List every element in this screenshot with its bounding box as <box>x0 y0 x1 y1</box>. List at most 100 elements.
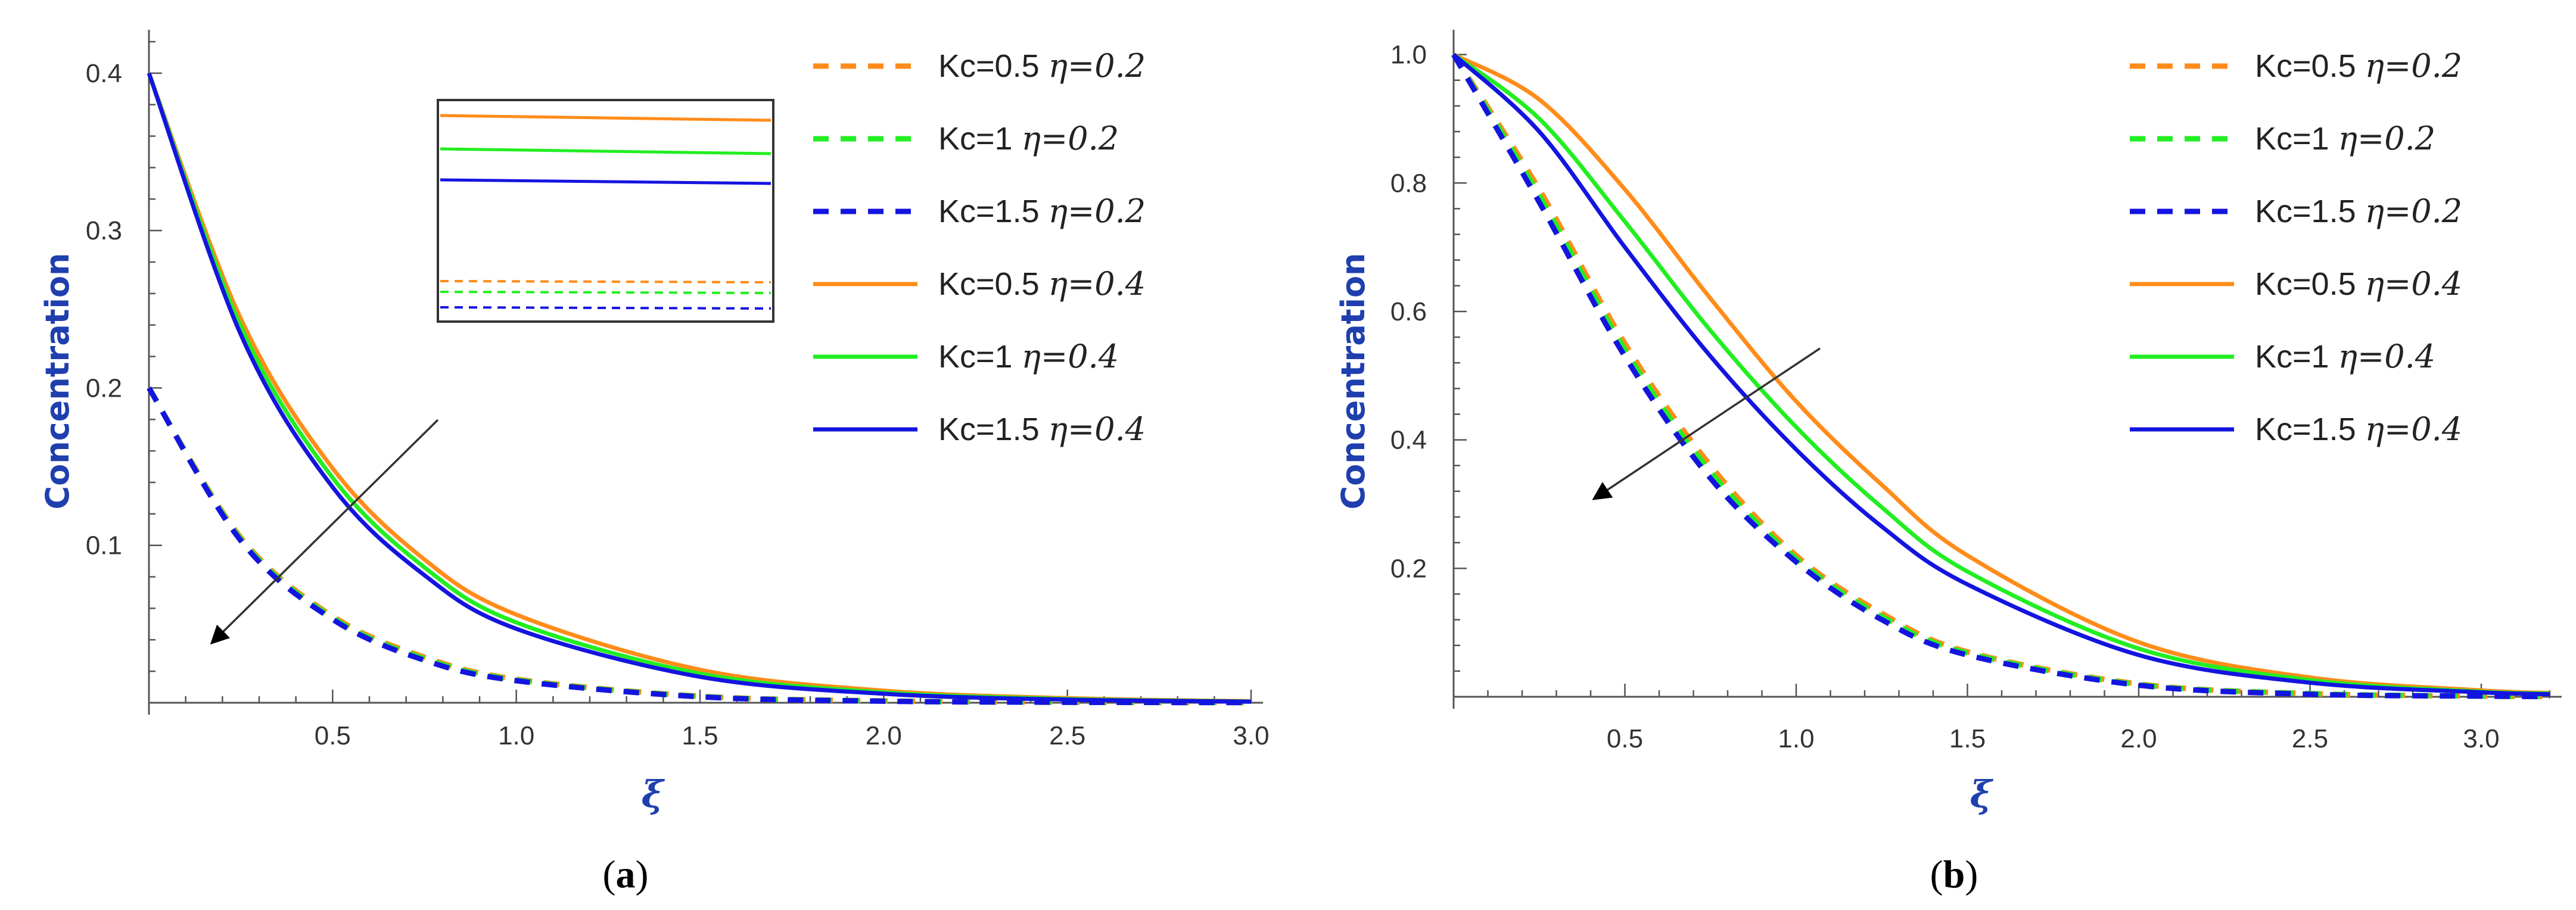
legend-eta: η=0.2 <box>2338 120 2435 157</box>
inset-line <box>440 147 771 155</box>
x-tick-label: 1.5 <box>682 721 718 750</box>
trend-arrow <box>1592 347 1821 500</box>
panel-label-close: ) <box>636 853 649 896</box>
legend-space <box>2356 194 2365 229</box>
legend-label: Kc=0.5 η=0.4 <box>2255 265 2462 303</box>
y-tick-label: 0.8 <box>1390 169 1427 198</box>
x-tick-label: 0.5 <box>315 721 351 750</box>
x-tick-label: 1.5 <box>1949 724 1986 753</box>
y-tick-label: 0.6 <box>1390 297 1427 326</box>
y-tick-label: 0.3 <box>86 216 122 245</box>
legend-space <box>1040 194 1049 229</box>
legend-label: Kc=1 η=0.4 <box>938 338 1119 375</box>
x-tick-label: 3.0 <box>1233 721 1269 750</box>
series-line-kc-1-5-0-4 <box>1452 52 2550 697</box>
legend-kc: Kc=1 <box>2255 339 2329 375</box>
x-tick-label: 3.0 <box>2463 724 2499 753</box>
legend-eta: η=0.2 <box>1049 47 1146 85</box>
legend-eta: η=0.2 <box>2365 47 2462 85</box>
x-axis-label: ξ <box>642 772 665 816</box>
legend-space <box>2356 266 2365 302</box>
legend-eta: η=0.4 <box>1049 410 1146 448</box>
legend-kc: Kc=1 <box>2255 121 2329 157</box>
legend-space <box>1013 121 1022 157</box>
y-tick-label: 0.2 <box>86 373 122 403</box>
legend-label: Kc=1.5 η=0.2 <box>938 192 1146 230</box>
series-line-kc-1-5-0-2 <box>1451 53 2550 699</box>
inset-line <box>440 291 771 294</box>
legend-eta: η=0.4 <box>2338 338 2435 375</box>
legend-kc: Kc=0.5 <box>2255 266 2356 302</box>
legend-space <box>2356 412 2365 447</box>
x-axis-label: ξ <box>1970 772 1994 816</box>
legend-kc: Kc=1 <box>938 121 1013 157</box>
series-line-kc-0-5-0-2 <box>1451 53 2550 699</box>
legend-eta: η=0.4 <box>2365 410 2462 448</box>
y-axis-label: Concentration <box>39 253 76 510</box>
legend-kc: Kc=0.5 <box>2255 48 2356 84</box>
trend-arrow <box>210 419 439 645</box>
panel-label-letter: a <box>616 853 636 896</box>
y-tick-label: 1.0 <box>1390 40 1427 70</box>
legend-space <box>2356 48 2365 84</box>
legend-kc: Kc=1.5 <box>938 194 1040 229</box>
legend-eta: η=0.2 <box>1022 120 1119 157</box>
legend-kc: Kc=0.5 <box>938 48 1040 84</box>
panel-b: 0.5 1.0 1.5 2.0 2.5 3.0 0.2 0.4 0.6 0.8 1.0 Concent… <box>1334 30 2562 896</box>
legend-eta: η=0.4 <box>1049 265 1146 303</box>
x-tick-label: 2.5 <box>2292 724 2328 753</box>
inset-line <box>440 280 771 283</box>
y-tick-label: 0.4 <box>1390 426 1427 455</box>
x-tick-label: 2.5 <box>1049 721 1085 750</box>
legend-space <box>2329 339 2338 375</box>
legend-kc: Kc=1.5 <box>2255 412 2356 447</box>
legend-eta: η=0.2 <box>1049 192 1146 230</box>
legend-label: Kc=1 η=0.2 <box>938 120 1119 157</box>
series-line-kc-0-5-0-4 <box>1452 52 2550 695</box>
x-tick-label: 1.0 <box>498 721 534 750</box>
x-tick-label: 2.0 <box>866 721 902 750</box>
legend-space <box>1040 48 1049 84</box>
legend-kc: Kc=1.5 <box>938 412 1040 447</box>
legend-label: Kc=1.5 η=0.2 <box>2255 192 2462 230</box>
series-line-kc-1-5-0-4 <box>147 72 1252 704</box>
inset-line <box>440 178 771 185</box>
series-line-kc-1-0-2 <box>1451 53 2550 699</box>
panel-label: (a) <box>603 853 649 896</box>
legend-label: Kc=1.5 η=0.4 <box>938 410 1146 448</box>
y-tick-label: 0.4 <box>86 59 122 88</box>
x-tick-label: 1.0 <box>1778 724 1814 753</box>
legend-label: Kc=1 η=0.4 <box>2255 338 2435 375</box>
y-tick-label: 0.1 <box>86 531 122 560</box>
legend-kc: Kc=1 <box>938 339 1013 375</box>
panel-label-letter: b <box>1943 853 1965 896</box>
legend-space <box>1013 339 1022 375</box>
legend-space <box>2329 121 2338 157</box>
legend-kc: Kc=0.5 <box>938 266 1040 302</box>
y-axis-label: Concentration <box>1334 253 1372 510</box>
legend-space <box>1040 412 1049 447</box>
panel-a: 0.5 1.0 1.5 2.0 2.5 3.0 0.1 0.2 0.3 0.4 Concentrat… <box>39 30 1270 896</box>
panel-label-open: ( <box>1930 853 1943 896</box>
inset-line <box>440 306 771 310</box>
panel-label-close: ) <box>1965 853 1978 896</box>
series-line-kc-1-0-4 <box>1452 52 2550 696</box>
x-tick-label: 2.0 <box>2120 724 2157 753</box>
panel-label-open: ( <box>603 853 616 896</box>
legend-label: Kc=0.5 η=0.4 <box>938 265 1146 303</box>
legend-eta: η=0.2 <box>2365 192 2462 230</box>
legend-eta: η=0.4 <box>1022 338 1119 375</box>
legend-eta: η=0.4 <box>2365 265 2462 303</box>
y-tick-label: 0.2 <box>1390 554 1427 583</box>
legend-label: Kc=0.5 η=0.2 <box>938 47 1146 85</box>
inset-box <box>437 99 774 323</box>
legend-label: Kc=0.5 η=0.2 <box>2255 47 2462 85</box>
legend-label: Kc=1 η=0.2 <box>2255 120 2435 157</box>
x-tick-label: 0.5 <box>1607 724 1643 753</box>
panel-label: (b) <box>1930 853 1978 896</box>
legend-space <box>1040 266 1049 302</box>
legend-label: Kc=1.5 η=0.4 <box>2255 410 2462 448</box>
inset-line <box>440 114 771 122</box>
legend-kc: Kc=1.5 <box>2255 194 2356 229</box>
